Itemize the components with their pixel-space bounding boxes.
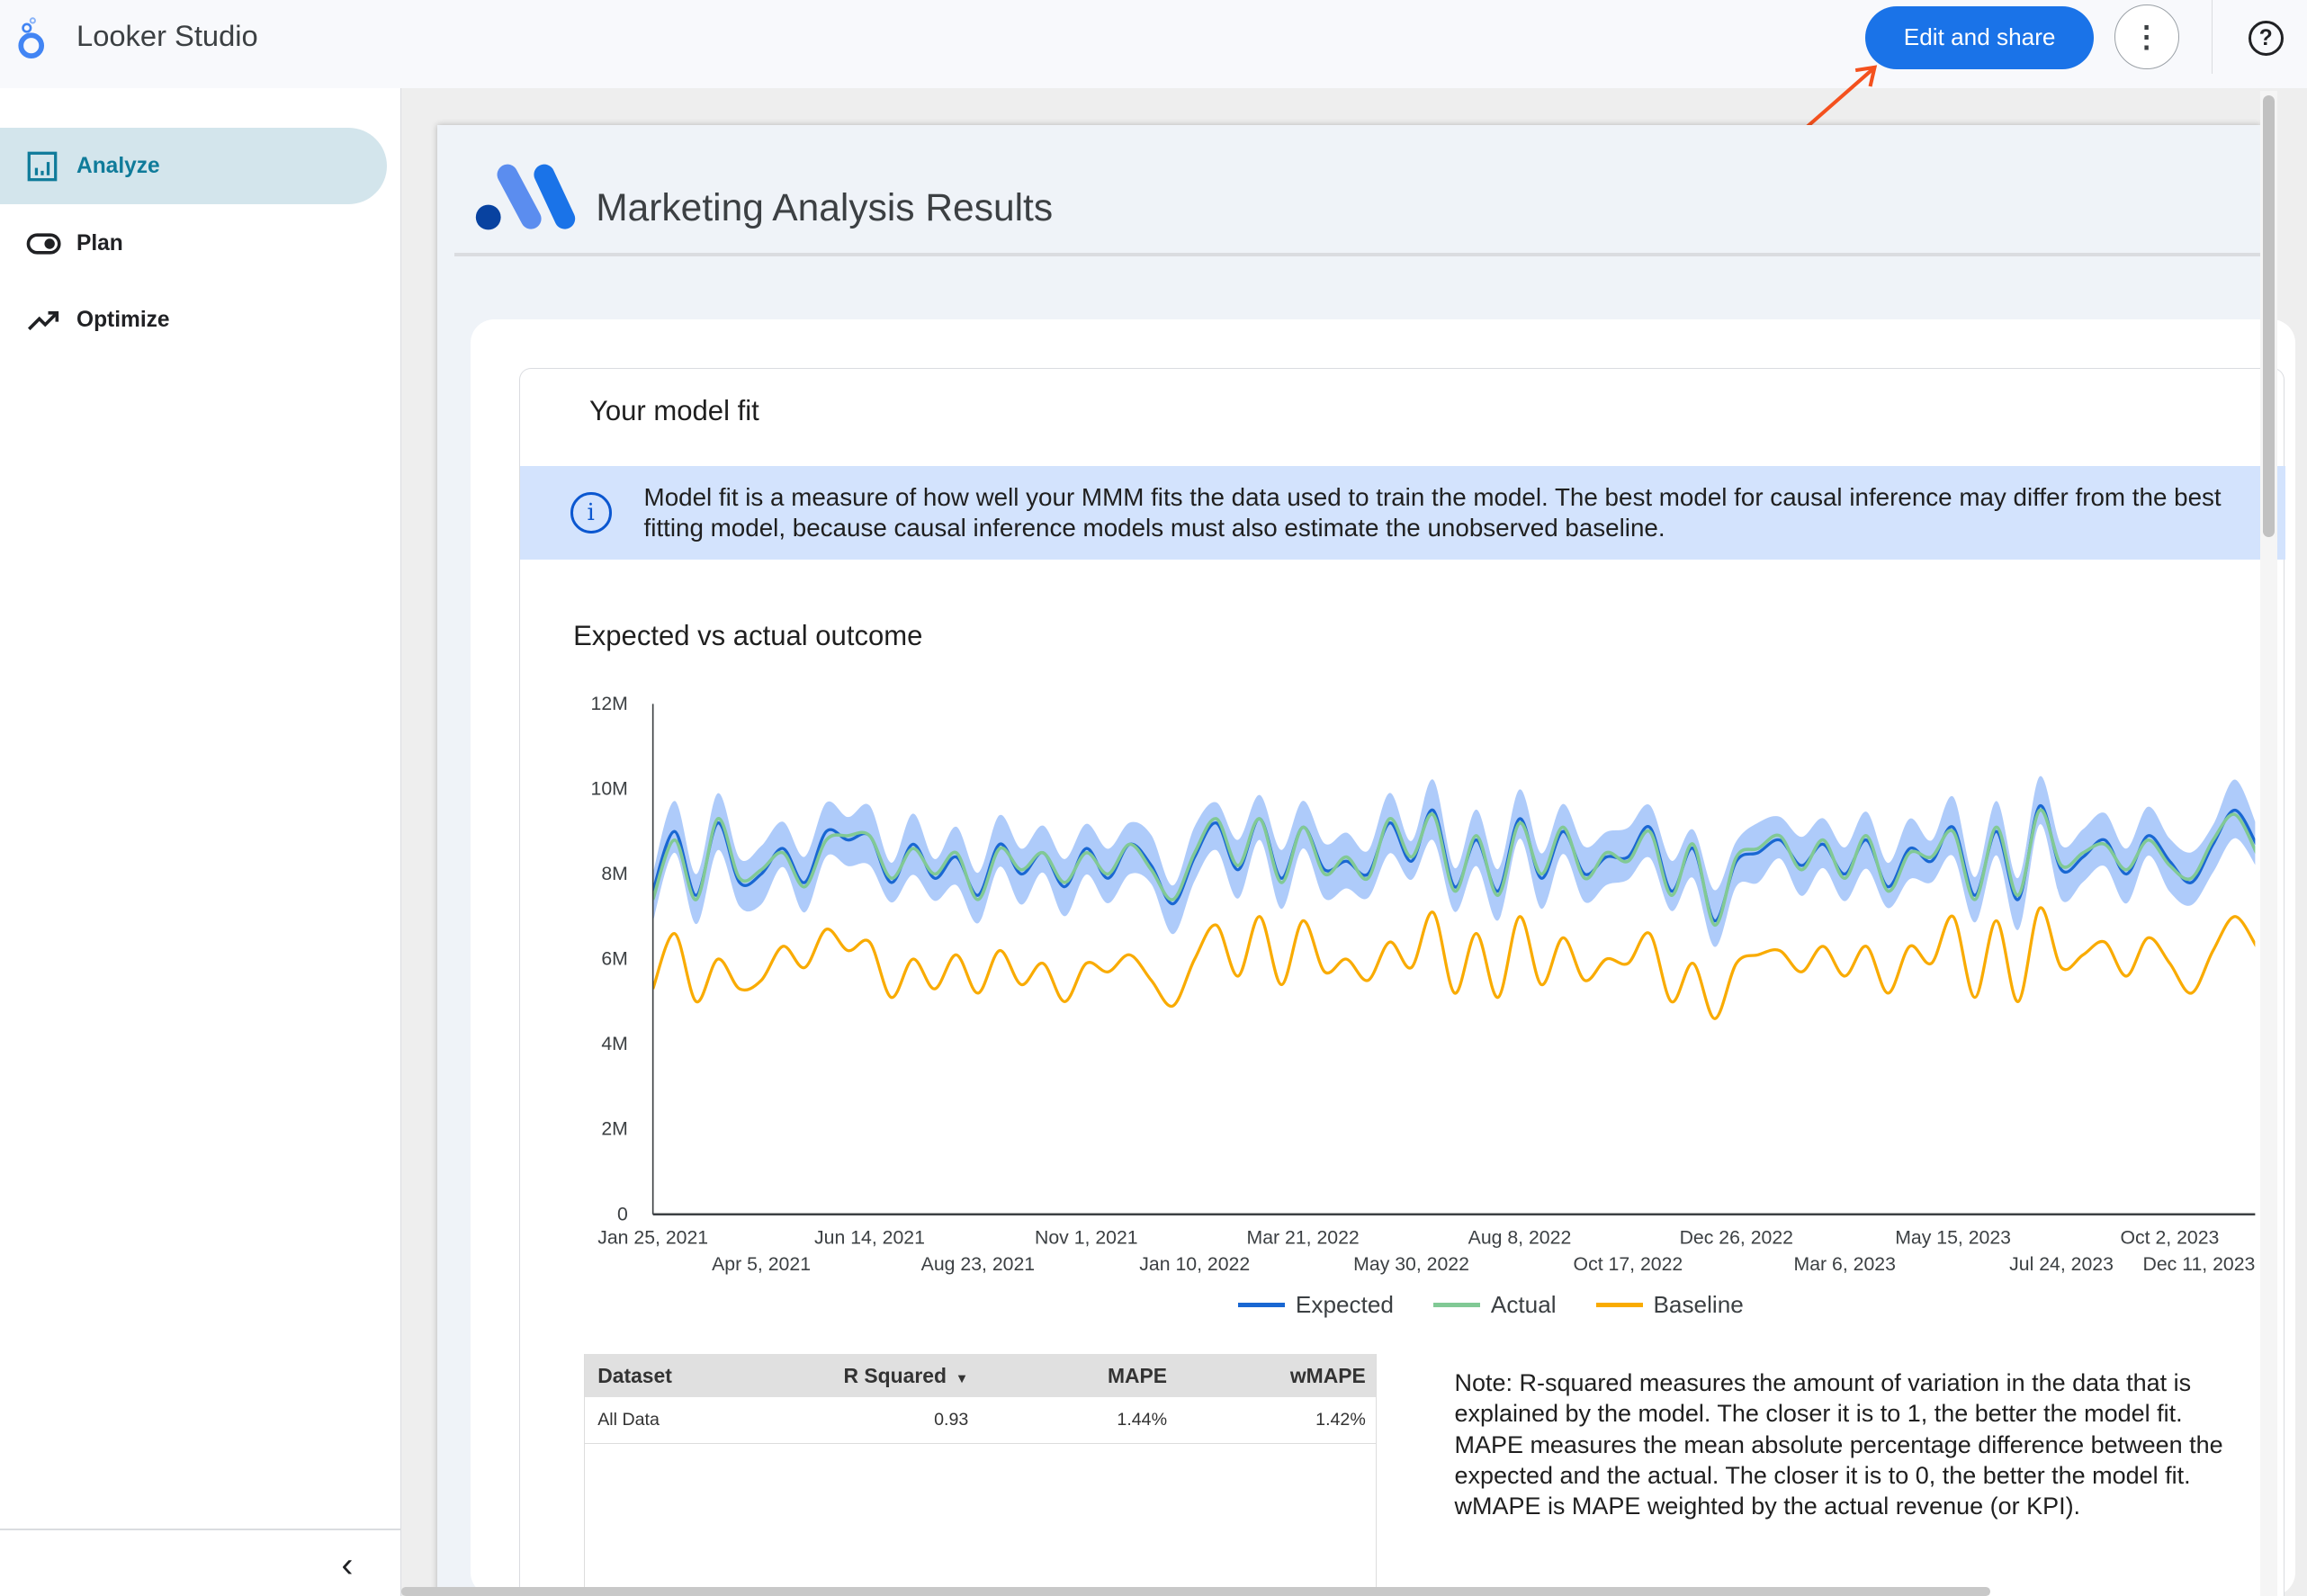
cell-wmape: 1.42% [1315, 1409, 1366, 1430]
x-tick-label: Mar 6, 2023 [1793, 1253, 1895, 1275]
y-tick-label: 6M [601, 948, 628, 970]
x-tick-label: Jun 14, 2021 [814, 1227, 925, 1249]
sidebar-item-label: Optimize [76, 308, 170, 333]
looker-logo-icon [18, 17, 44, 58]
y-tick-label: 10M [590, 778, 627, 800]
model-fit-section: Your model fit i Model fit is a measure … [519, 367, 2286, 1596]
x-tick-label: Oct 17, 2022 [1573, 1253, 1683, 1275]
table-row: All Data 0.93 1.44% 1.42% [584, 1397, 1376, 1445]
x-tick-label: Mar 21, 2022 [1246, 1227, 1359, 1249]
x-tick-label: Jan 25, 2021 [597, 1227, 708, 1249]
sidebar-item-plan[interactable]: Plan [0, 206, 387, 282]
cell-dataset: All Data [597, 1409, 660, 1430]
header-label: R Squared [843, 1363, 947, 1387]
x-tick-label: Dec 11, 2023 [2142, 1253, 2255, 1275]
x-tick-label: Jul 24, 2023 [2009, 1253, 2114, 1275]
top-bar: Looker Studio Edit and share ⋮ ? [0, 0, 2307, 89]
legend-label: Baseline [1653, 1291, 1744, 1319]
report-page: Marketing Analysis Results Your model fi… [436, 124, 2295, 1596]
bar-chart-icon [26, 150, 61, 183]
sidebar-item-analyze[interactable]: Analyze [0, 128, 388, 205]
y-tick-label: 2M [601, 1118, 628, 1140]
y-tick-label: 4M [601, 1033, 628, 1054]
x-tick-label: May 15, 2023 [1895, 1227, 2011, 1249]
plot-area [652, 776, 2256, 1021]
x-tick-label: Jan 10, 2022 [1139, 1253, 1250, 1275]
trending-up-icon [26, 304, 61, 336]
table-header: Dataset R Squared ▼ MAPE wMAPE [584, 1354, 1376, 1397]
metrics-note: Note: R-squared measures the amount of v… [1454, 1369, 2223, 1520]
report-title: Marketing Analysis Results [596, 186, 1054, 229]
header-wmape[interactable]: wMAPE [1289, 1363, 1366, 1387]
legend-swatch [1595, 1303, 1644, 1307]
chevron-left-icon[interactable]: ‹ [341, 1544, 354, 1584]
series-line-baseline[interactable] [652, 906, 2256, 1021]
divider [0, 1528, 400, 1530]
legend-label: Expected [1295, 1291, 1394, 1319]
y-tick-label: 8M [601, 863, 628, 884]
header-dataset[interactable]: Dataset [597, 1363, 672, 1387]
x-tick-label: Apr 5, 2021 [712, 1253, 811, 1275]
legend-actual[interactable]: Actual [1433, 1291, 1557, 1319]
y-tick-label: 12M [590, 693, 627, 714]
help-icon[interactable]: ? [2248, 20, 2284, 57]
legend-baseline[interactable]: Baseline [1595, 1291, 1744, 1319]
x-tick-label: Nov 1, 2021 [1035, 1227, 1138, 1249]
divider [2211, 0, 2213, 74]
cell-r-squared: 0.93 [934, 1409, 969, 1430]
chart-legend: Expected Actual Baseline [1238, 1291, 1783, 1319]
metrics-table: Dataset R Squared ▼ MAPE wMAPE All Data 0… [583, 1354, 1377, 1590]
series-line-actual[interactable] [652, 808, 2256, 928]
divider [454, 253, 2262, 256]
expected-interval-band [652, 776, 2256, 947]
vertical-scrollbar-thumb[interactable] [2262, 95, 2276, 537]
x-tick-label: Aug 23, 2021 [920, 1253, 1034, 1275]
more-vert-icon: ⋮ [2132, 19, 2162, 53]
app-title: Looker Studio [76, 19, 258, 53]
header-r-squared[interactable]: R Squared ▼ [805, 1364, 969, 1388]
sidebar-item-label: Analyze [76, 153, 160, 178]
chart-title: Expected vs actual outcome [573, 620, 923, 652]
legend-swatch [1433, 1303, 1481, 1307]
content-card: Your model fit i Model fit is a measure … [471, 318, 2295, 1596]
x-tick-label: Aug 8, 2022 [1468, 1227, 1571, 1249]
sidebar-item-label: Plan [76, 231, 123, 256]
more-options-button[interactable]: ⋮ [2114, 4, 2179, 69]
annotation-arrow [1800, 65, 1877, 134]
x-tick-label: Dec 26, 2022 [1679, 1227, 1792, 1249]
y-tick-label: 0 [617, 1204, 628, 1225]
section-title: Your model fit [589, 395, 759, 427]
sort-desc-icon: ▼ [955, 1371, 969, 1386]
legend-label: Actual [1490, 1291, 1557, 1319]
sidebar: Analyze Plan Optimize ‹ [0, 88, 402, 1596]
horizontal-scrollbar[interactable] [401, 1587, 1991, 1596]
info-icon: i [570, 492, 612, 533]
toggle-icon [26, 228, 62, 260]
header-mape[interactable]: MAPE [1107, 1363, 1168, 1387]
meridian-logo-icon [475, 165, 576, 230]
info-text: Model fit is a measure of how well your … [643, 482, 2222, 542]
edit-and-share-button[interactable]: Edit and share [1865, 5, 2094, 69]
cell-mape: 1.44% [1117, 1409, 1168, 1430]
legend-swatch [1238, 1303, 1286, 1307]
info-banner: i Model fit is a measure of how well you… [520, 465, 2286, 560]
x-tick-label: Oct 2, 2023 [2120, 1227, 2219, 1249]
sidebar-item-optimize[interactable]: Optimize [0, 282, 387, 359]
legend-expected[interactable]: Expected [1238, 1291, 1394, 1319]
x-tick-label: May 30, 2022 [1353, 1253, 1469, 1275]
